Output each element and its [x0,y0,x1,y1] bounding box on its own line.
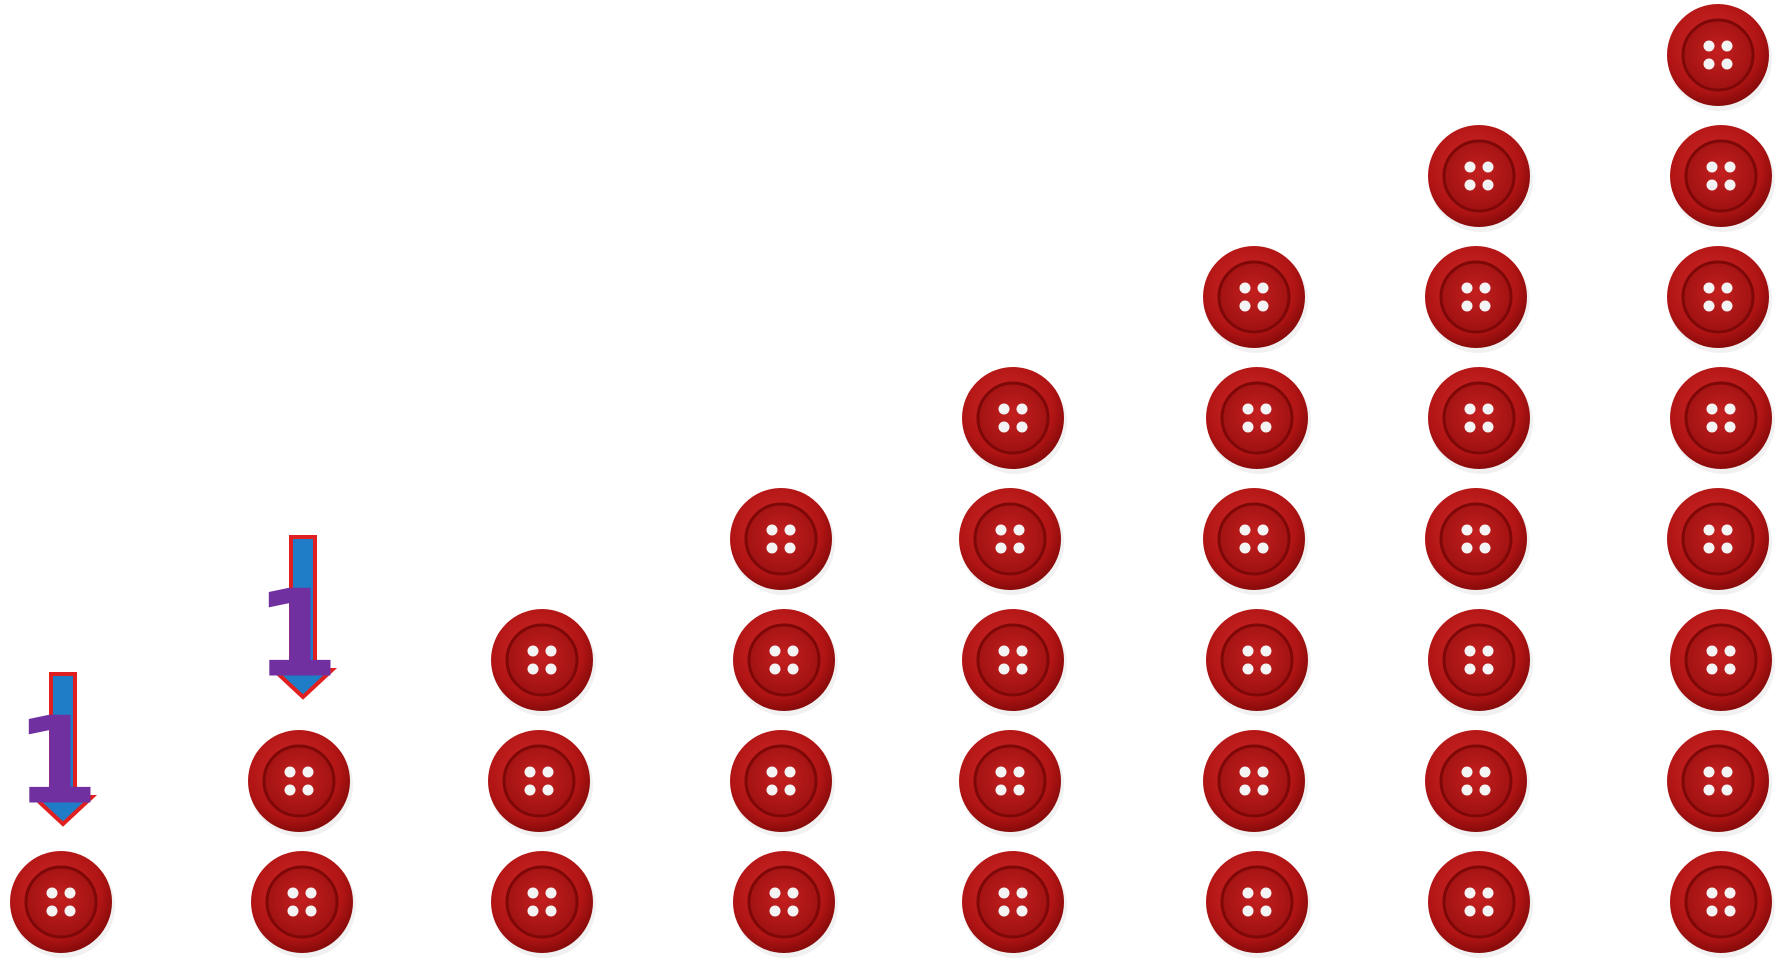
count-label: 1 [255,566,339,705]
button [1425,246,1530,353]
button [1667,4,1772,111]
button [1670,367,1775,474]
button-column [1667,4,1775,958]
button [1203,730,1308,837]
button [733,851,838,958]
button [1428,609,1533,716]
button [1428,125,1533,232]
button [1206,609,1311,716]
button [1203,246,1308,353]
button [730,730,835,837]
button [959,488,1064,595]
button [1667,730,1772,837]
button [10,851,115,958]
button [959,730,1064,837]
button-column [248,730,356,958]
button-column [1203,246,1311,958]
button [488,730,593,837]
button [962,851,1067,958]
arrow-marker: 1 [255,537,339,705]
button [730,488,835,595]
button [1670,609,1775,716]
button [962,367,1067,474]
button [248,730,353,837]
button [1425,730,1530,837]
button [962,609,1067,716]
count-label: 1 [15,693,99,832]
button [1206,367,1311,474]
button [1428,851,1533,958]
arrow-marker: 1 [15,674,99,832]
button-stacks [10,4,1775,958]
button-column [488,609,596,958]
button [1667,246,1772,353]
button [491,609,596,716]
button-column [10,851,115,958]
page: {"labels": ["1", "1"]} 1 1 (() => { cons [0,0,1781,970]
button-column [959,367,1067,958]
button [251,851,356,958]
button [491,851,596,958]
button [733,609,838,716]
button [1670,851,1775,958]
button [1670,125,1775,232]
button [1206,851,1311,958]
button [1203,488,1308,595]
button [1428,367,1533,474]
button [1667,488,1772,595]
scene: 1 1 [0,0,1781,970]
button-column [1425,125,1533,958]
button-column [730,488,838,958]
button [1425,488,1530,595]
